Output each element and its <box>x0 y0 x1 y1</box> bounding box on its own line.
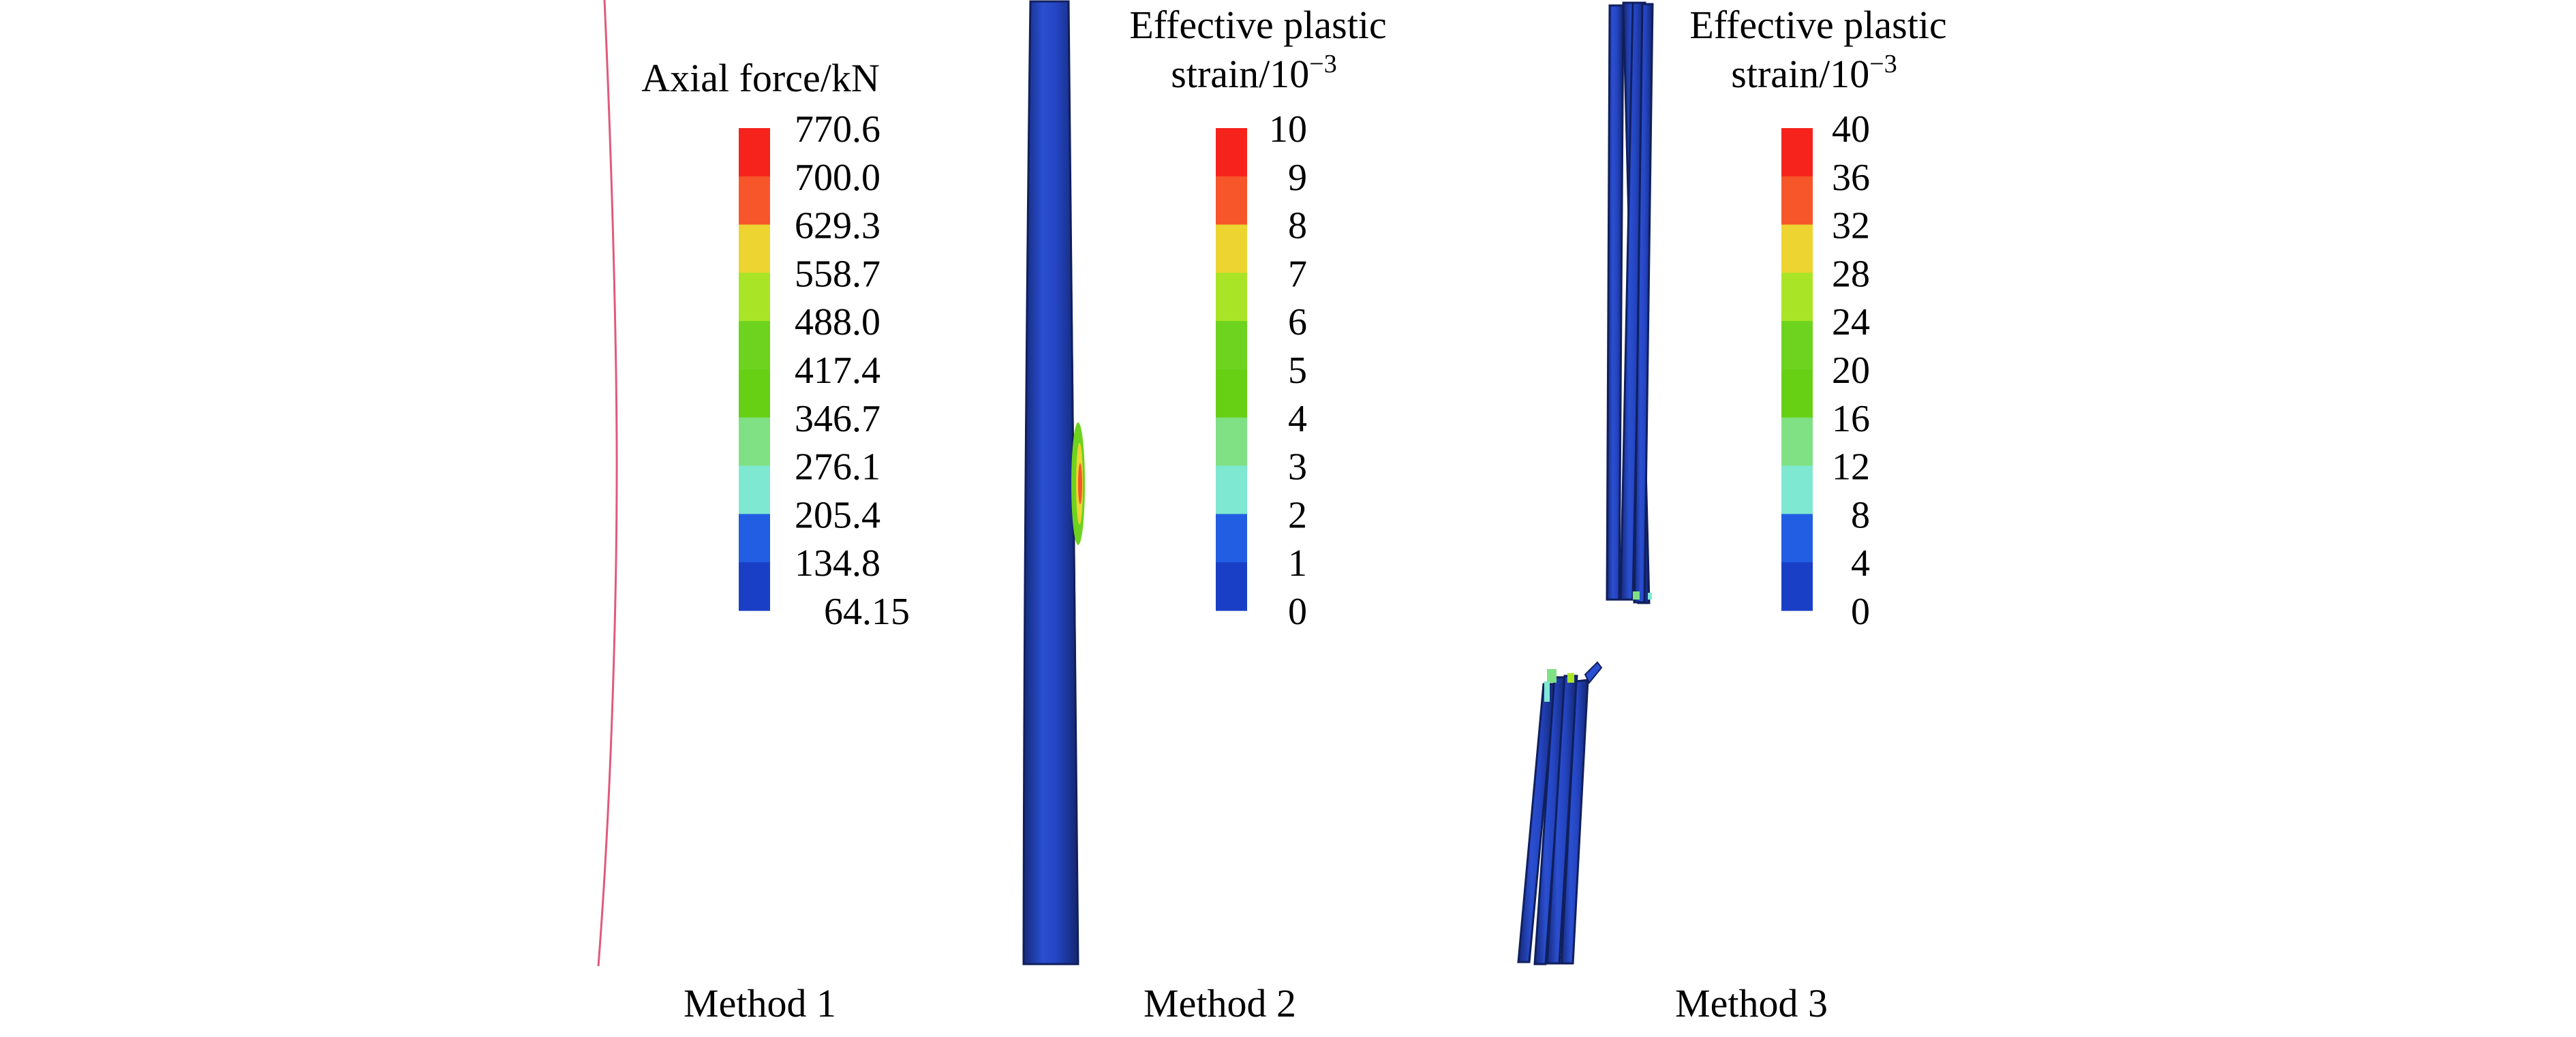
legend-tick-label: 16 <box>1832 398 1870 440</box>
legend-title-method-2-unit: strain/10 <box>1171 52 1309 96</box>
legend-band <box>1781 224 1813 273</box>
legend-band <box>739 465 770 514</box>
legend-band <box>1216 465 1247 514</box>
legend-tick-label: 6 <box>1288 301 1307 343</box>
legend-band <box>1216 128 1247 177</box>
legend-tick-label: 9 <box>1288 157 1307 199</box>
method3-lower-fragment <box>1517 661 1603 965</box>
legend-tick-label: 8 <box>1288 205 1307 247</box>
legend-tick-label: 2 <box>1288 494 1307 536</box>
method1-member-line <box>597 0 618 967</box>
legend-band <box>1216 562 1247 611</box>
legend-title-method-2-exponent: −3 <box>1309 50 1336 78</box>
legend-band <box>1216 273 1247 322</box>
legend-band <box>1781 417 1813 467</box>
legend-title-method-3-line-2: strain/10−3 <box>1731 50 1897 96</box>
legend-bar-method-2 <box>1216 128 1247 611</box>
legend-tick-label: 5 <box>1288 350 1307 392</box>
legend-tick-label: 417.4 <box>795 350 880 392</box>
legend-band <box>1781 273 1813 322</box>
legend-tick-label: 770.6 <box>795 108 880 151</box>
legend-tick-label: 1 <box>1288 542 1307 585</box>
legend-bar-method-1 <box>739 128 770 611</box>
legend-title-method-1: Axial force/kN <box>641 56 879 100</box>
legend-band <box>1216 514 1247 563</box>
legend-tick-label: 276.1 <box>795 446 880 489</box>
legend-tick-label: 7 <box>1288 253 1307 295</box>
legend-band <box>739 321 770 370</box>
legend-title-method-2-line-2: strain/10−3 <box>1171 50 1336 96</box>
legend-tick-label: 3 <box>1288 446 1307 489</box>
legend-tick-label: 346.7 <box>795 398 880 440</box>
legend-tick-label: 488.0 <box>795 301 880 343</box>
legend-band <box>1781 514 1813 563</box>
legend-tick-label: 40 <box>1832 108 1870 151</box>
panel-method-2: Effective plastic strain/10−3 1098765432… <box>1022 0 1387 1025</box>
legend-tick-label: 12 <box>1832 446 1870 489</box>
legend-tick-label: 32 <box>1832 205 1870 247</box>
method3-upper-strain-mark <box>1633 591 1640 600</box>
legend-tick-label: 20 <box>1832 350 1870 392</box>
legend-band <box>739 417 770 467</box>
legend-ticks-method-1: 770.6 700.0 629.3 558.7 488.0 417.4 346.7 276.1… <box>795 108 910 633</box>
panel-label-method-3: Method 3 <box>1675 981 1828 1025</box>
legend-band <box>739 369 770 418</box>
panel-method-3: Effective plastic strain/10−3 4036322824… <box>1517 1 1947 1025</box>
legend-tick-label: 24 <box>1832 301 1870 343</box>
legend-tick-label: 4 <box>1851 542 1870 585</box>
method3-upper-fragment <box>1606 1 1654 604</box>
legend-bar-method-3 <box>1781 128 1813 611</box>
legend-tick-label: 0 <box>1288 591 1307 633</box>
legend-tick-label: 205.4 <box>795 494 880 536</box>
method2-member <box>1022 0 1085 965</box>
legend-band <box>1781 128 1813 177</box>
legend-band <box>1216 224 1247 273</box>
legend-band <box>1781 321 1813 370</box>
legend-band <box>1781 176 1813 226</box>
panel-label-method-1: Method 1 <box>684 981 836 1025</box>
legend-tick-label: 0 <box>1851 591 1870 633</box>
legend-tick-label: 64.15 <box>824 591 910 633</box>
legend-title-method-3-exponent: −3 <box>1869 50 1897 78</box>
legend-tick-label: 700.0 <box>795 157 880 199</box>
panel-method-1: Axial force/kN 770.6 700.0 629.3 558.7 488.0… <box>597 0 910 1025</box>
legend-band <box>1216 321 1247 370</box>
legend-tick-label: 10 <box>1269 108 1307 151</box>
legend-band <box>1216 369 1247 418</box>
legend-tick-label: 629.3 <box>795 205 880 247</box>
legend-band <box>739 128 770 177</box>
legend-band <box>739 562 770 611</box>
legend-tick-label: 134.8 <box>795 542 880 585</box>
legend-band <box>739 273 770 322</box>
legend-tick-label: 28 <box>1832 253 1870 295</box>
legend-band <box>1216 176 1247 226</box>
legend-title-method-3-line-1: Effective plastic <box>1689 3 1946 47</box>
legend-tick-label: 8 <box>1851 494 1870 536</box>
panel-label-method-2: Method 2 <box>1144 981 1296 1025</box>
legend-title-method-2-line-1: Effective plastic <box>1129 3 1386 47</box>
legend-band <box>1216 417 1247 467</box>
legend-band <box>739 176 770 226</box>
legend-band <box>1781 465 1813 514</box>
legend-tick-label: 36 <box>1832 157 1870 199</box>
legend-title-method-3-unit: strain/10 <box>1731 52 1869 96</box>
legend-tick-label: 558.7 <box>795 253 880 295</box>
legend-band <box>1781 369 1813 418</box>
legend-band <box>1781 562 1813 611</box>
legend-band <box>739 224 770 273</box>
method3-lower-strain-mark <box>1547 669 1557 683</box>
legend-tick-label: 4 <box>1288 398 1307 440</box>
legend-band <box>739 514 770 563</box>
